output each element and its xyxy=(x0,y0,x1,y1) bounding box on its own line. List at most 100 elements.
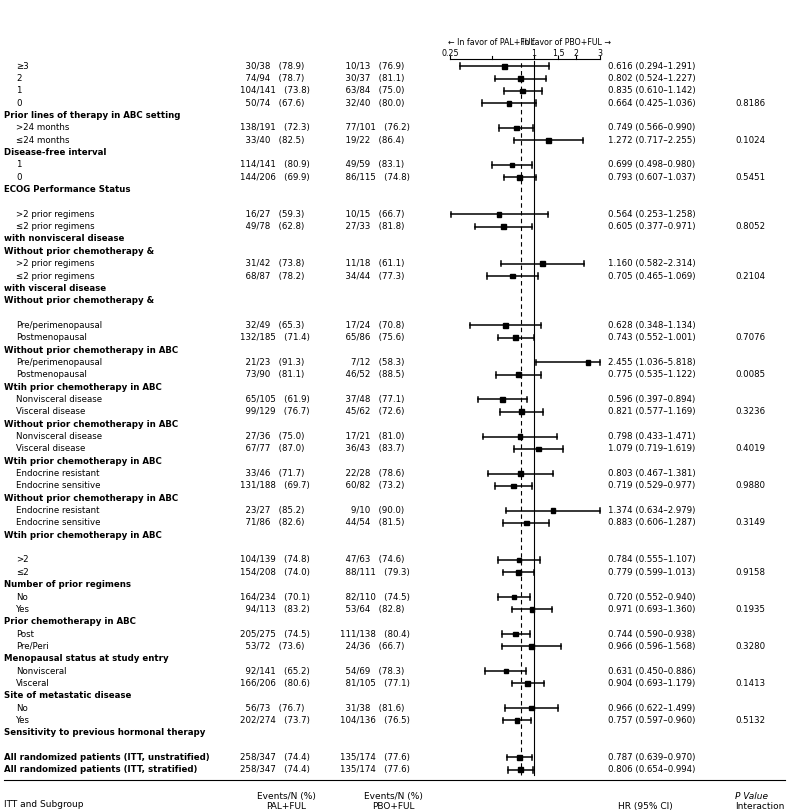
Text: ECOG Performance Status: ECOG Performance Status xyxy=(4,185,131,194)
Text: >2 prior regimens: >2 prior regimens xyxy=(16,210,94,219)
Text: HR (95% CI): HR (95% CI) xyxy=(618,802,673,810)
Text: 56/73   (76.7): 56/73 (76.7) xyxy=(240,704,305,713)
Text: 88/111   (79.3): 88/111 (79.3) xyxy=(340,568,410,577)
Bar xyxy=(585,360,590,364)
Text: 77/101   (76.2): 77/101 (76.2) xyxy=(340,123,410,132)
Text: 30/37   (81.1): 30/37 (81.1) xyxy=(340,74,404,83)
Text: 47/63   (74.6): 47/63 (74.6) xyxy=(340,556,404,565)
Text: 0.616 (0.294–1.291): 0.616 (0.294–1.291) xyxy=(608,62,695,70)
Text: 0.25: 0.25 xyxy=(441,49,459,58)
Text: 2.455 (1.036–5.818): 2.455 (1.036–5.818) xyxy=(608,358,695,367)
Bar xyxy=(512,484,516,488)
Text: with visceral disease: with visceral disease xyxy=(4,284,106,293)
Text: 67/77   (87.0): 67/77 (87.0) xyxy=(240,445,305,454)
Text: 45/62   (72.6): 45/62 (72.6) xyxy=(340,407,404,416)
Text: Number of prior regimens: Number of prior regimens xyxy=(4,580,131,589)
Text: 27/33   (81.8): 27/33 (81.8) xyxy=(340,222,404,231)
Bar xyxy=(518,434,522,439)
Text: 104/136   (76.5): 104/136 (76.5) xyxy=(340,716,410,725)
Text: 82/110   (74.5): 82/110 (74.5) xyxy=(340,592,410,602)
Text: 0.9158: 0.9158 xyxy=(735,568,765,577)
Text: 0.904 (0.693–1.179): 0.904 (0.693–1.179) xyxy=(608,679,695,688)
Text: 33/46   (71.7): 33/46 (71.7) xyxy=(240,469,305,478)
Bar xyxy=(529,644,534,649)
Text: 94/113   (83.2): 94/113 (83.2) xyxy=(240,605,310,614)
Bar xyxy=(509,163,514,168)
Text: Without prior chemotherapy &: Without prior chemotherapy & xyxy=(4,296,154,305)
Text: 104/139   (74.8): 104/139 (74.8) xyxy=(240,556,310,565)
Text: 0.605 (0.377–0.971): 0.605 (0.377–0.971) xyxy=(608,222,695,231)
Text: 81/105   (77.1): 81/105 (77.1) xyxy=(340,679,410,688)
Text: 1.079 (0.719–1.619): 1.079 (0.719–1.619) xyxy=(608,445,695,454)
Bar xyxy=(512,595,517,599)
Bar xyxy=(497,212,501,216)
Bar xyxy=(518,471,523,476)
Text: Wtih prior chemotherapy in ABC: Wtih prior chemotherapy in ABC xyxy=(4,457,161,466)
Text: 0.821 (0.577–1.169): 0.821 (0.577–1.169) xyxy=(608,407,695,416)
Text: 17/21   (81.0): 17/21 (81.0) xyxy=(340,432,404,441)
Text: 0.779 (0.599–1.013): 0.779 (0.599–1.013) xyxy=(608,568,695,577)
Text: 0.720 (0.552–0.940): 0.720 (0.552–0.940) xyxy=(608,592,695,602)
Text: PAL+FUL: PAL+FUL xyxy=(266,802,306,810)
Text: 0.628 (0.348–1.134): 0.628 (0.348–1.134) xyxy=(608,321,695,330)
Text: Pre/Peri: Pre/Peri xyxy=(16,642,48,651)
Text: 0.3236: 0.3236 xyxy=(735,407,765,416)
Text: 1: 1 xyxy=(16,87,21,96)
Bar xyxy=(518,76,523,81)
Text: 50/74   (67.6): 50/74 (67.6) xyxy=(240,99,305,108)
Text: 0: 0 xyxy=(16,99,21,108)
Text: 0.971 (0.693–1.360): 0.971 (0.693–1.360) xyxy=(608,605,695,614)
Text: Prior lines of therapy in ABC setting: Prior lines of therapy in ABC setting xyxy=(4,111,180,120)
Text: Postmenopausal: Postmenopausal xyxy=(16,370,87,379)
Text: 73/90   (81.1): 73/90 (81.1) xyxy=(240,370,305,379)
Text: 135/174   (77.6): 135/174 (77.6) xyxy=(340,753,410,762)
Text: 0.749 (0.566–0.990): 0.749 (0.566–0.990) xyxy=(608,123,695,132)
Text: 166/206   (80.6): 166/206 (80.6) xyxy=(240,679,310,688)
Text: 44/54   (81.5): 44/54 (81.5) xyxy=(340,518,404,527)
Bar xyxy=(520,410,524,414)
Bar xyxy=(517,570,521,574)
Text: 0.705 (0.465–1.069): 0.705 (0.465–1.069) xyxy=(608,271,695,280)
Text: 0.803 (0.467–1.381): 0.803 (0.467–1.381) xyxy=(608,469,695,478)
Text: 0.798 (0.433–1.471): 0.798 (0.433–1.471) xyxy=(608,432,695,441)
Text: 0.7076: 0.7076 xyxy=(735,333,765,343)
Text: 258/347   (74.4): 258/347 (74.4) xyxy=(240,753,310,762)
Text: 99/129   (76.7): 99/129 (76.7) xyxy=(240,407,309,416)
Text: 30/38   (78.9): 30/38 (78.9) xyxy=(240,62,305,70)
Text: 46/52   (88.5): 46/52 (88.5) xyxy=(340,370,404,379)
Text: 0.966 (0.622–1.499): 0.966 (0.622–1.499) xyxy=(608,704,695,713)
Text: 68/87   (78.2): 68/87 (78.2) xyxy=(240,271,305,280)
Text: 2: 2 xyxy=(16,74,21,83)
Bar xyxy=(514,126,519,130)
Text: 16/27   (59.3): 16/27 (59.3) xyxy=(240,210,305,219)
Text: ≤2: ≤2 xyxy=(16,568,28,577)
Text: 0.793 (0.607–1.037): 0.793 (0.607–1.037) xyxy=(608,173,695,181)
Text: Disease-free interval: Disease-free interval xyxy=(4,148,106,157)
Text: 10/13   (76.9): 10/13 (76.9) xyxy=(340,62,404,70)
Bar xyxy=(500,397,505,402)
Text: 37/48   (77.1): 37/48 (77.1) xyxy=(340,395,404,404)
Text: No: No xyxy=(16,704,28,713)
Text: 92/141   (65.2): 92/141 (65.2) xyxy=(240,667,310,676)
Text: 36/43   (83.7): 36/43 (83.7) xyxy=(340,445,404,454)
Text: 0.631 (0.450–0.886): 0.631 (0.450–0.886) xyxy=(608,667,695,676)
Text: 9/10   (90.0): 9/10 (90.0) xyxy=(340,506,404,515)
Text: 114/141   (80.9): 114/141 (80.9) xyxy=(240,160,310,169)
Text: Postmenopausal: Postmenopausal xyxy=(16,333,87,343)
Text: Endocrine sensitive: Endocrine sensitive xyxy=(16,481,100,490)
Text: 11/18   (61.1): 11/18 (61.1) xyxy=(340,259,404,268)
Text: 2: 2 xyxy=(573,49,578,58)
Text: Events/N (%): Events/N (%) xyxy=(256,792,316,801)
Bar xyxy=(551,508,555,513)
Text: Wtih prior chemotherapy in ABC: Wtih prior chemotherapy in ABC xyxy=(4,382,161,392)
Text: 65/86   (75.6): 65/86 (75.6) xyxy=(340,333,404,343)
Bar xyxy=(517,175,522,180)
Text: Nonvisceral disease: Nonvisceral disease xyxy=(16,395,102,404)
Text: 0.1413: 0.1413 xyxy=(735,679,765,688)
Text: 0.4019: 0.4019 xyxy=(735,445,765,454)
Text: 164/234   (70.1): 164/234 (70.1) xyxy=(240,592,310,602)
Text: Visceral disease: Visceral disease xyxy=(16,407,85,416)
Text: P Value: P Value xyxy=(735,792,768,801)
Text: 1.160 (0.582–2.314): 1.160 (0.582–2.314) xyxy=(608,259,695,268)
Text: Without prior chemotherapy in ABC: Without prior chemotherapy in ABC xyxy=(4,420,178,428)
